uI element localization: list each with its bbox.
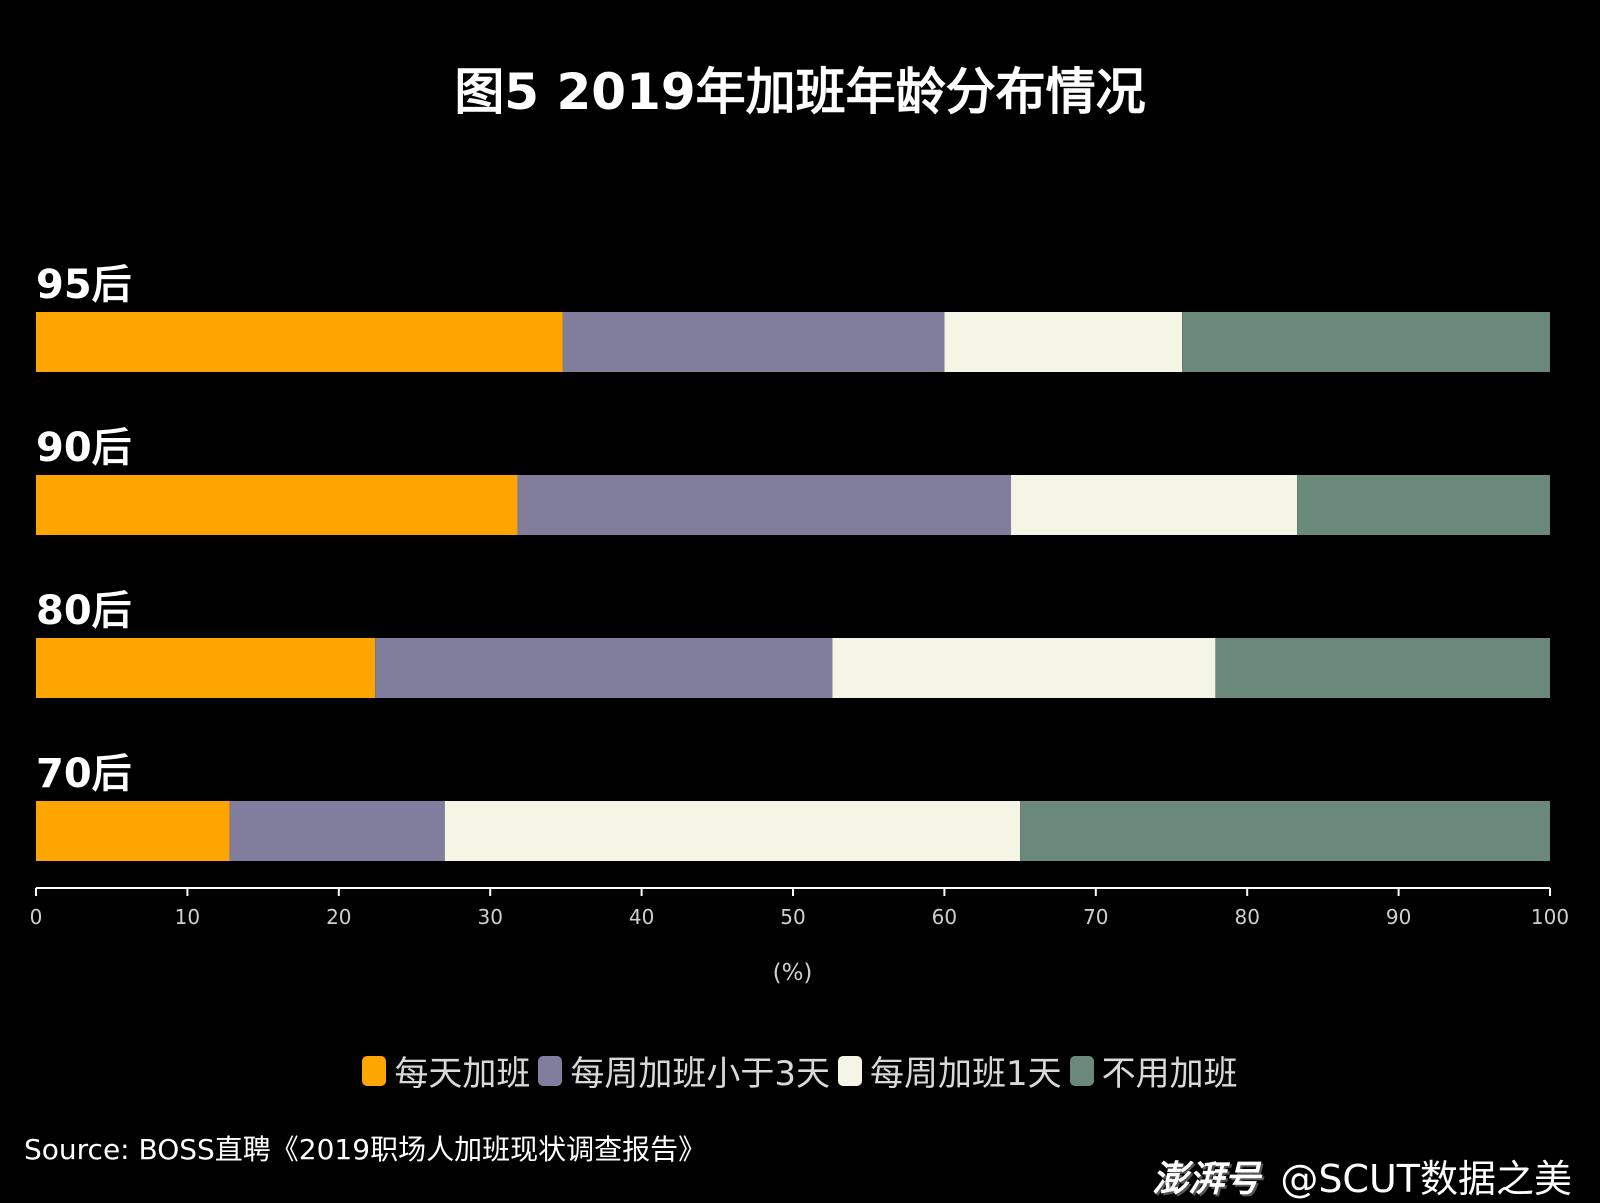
bar-segment [517,475,1012,535]
bar-segment [229,801,445,861]
x-tick-label: 20 [326,905,351,929]
x-tick-label: 80 [1234,905,1259,929]
watermark-account: @SCUT数据之美 [1280,1157,1572,1201]
legend-label: 每周加班小于3天 [570,1054,830,1094]
bar-segment [1297,475,1550,535]
bar-segment [36,801,230,861]
bar-segment [36,312,563,372]
x-axis-label: (%) [772,960,813,986]
bar-segment [36,638,376,698]
x-tick-label: 90 [1386,905,1411,929]
x-tick-label: 100 [1531,905,1569,929]
legend-item: 不用加班 [1069,1046,1238,1095]
x-tick-label: 60 [932,905,957,929]
bar-segment [1011,475,1298,535]
legend: 每天加班 每周加班小于3天 每周加班1天 不用加班 [0,1046,1600,1095]
legend-label: 每周加班1天 [870,1054,1062,1094]
legend-item: 每周加班小于3天 [538,1046,830,1095]
legend-swatch [538,1055,563,1086]
bar-segment [832,638,1216,698]
category-label: 95后 [36,262,132,308]
chart-title: 图5 2019年加班年龄分布情况 [454,63,1146,121]
source-note: Source: BOSS直聘《2019职场人加班现状调查报告》 [24,1133,707,1166]
category-label: 70后 [36,751,132,797]
legend-item: 每周加班1天 [838,1046,1062,1095]
legend-swatch [838,1055,862,1086]
x-tick-label: 50 [780,905,805,929]
bar-segment [444,801,1021,861]
x-axis: 0 10 20 30 40 50 60 70 80 90 100 [30,887,1569,929]
legend-item: 每天加班 [362,1046,530,1095]
bar-segment [562,312,945,372]
bar-segment [1020,801,1550,861]
bar-segment [1182,312,1550,372]
legend-label: 每天加班 [394,1054,531,1094]
bar-segment [1215,638,1550,698]
bar-segment [944,312,1183,372]
bar-segment [375,638,833,698]
category-label: 90后 [36,425,132,471]
legend-label: 不用加班 [1101,1054,1238,1094]
x-tick-label: 40 [629,905,654,929]
bar-segment [36,475,518,535]
x-tick-label: 0 [30,905,43,929]
bars-group [36,312,1550,861]
legend-swatch [1069,1055,1094,1086]
legend-swatch [362,1055,387,1086]
category-label: 80后 [36,588,132,634]
watermark: 澎湃号 @SCUT数据之美 [1152,1148,1572,1203]
category-labels-group: 95后 90后 80后 70后 [36,262,132,797]
x-tick-label: 70 [1083,905,1108,929]
x-tick-label: 10 [175,905,200,929]
watermark-logo: 澎湃号 [1152,1158,1261,1200]
x-tick-label: 30 [477,905,502,929]
